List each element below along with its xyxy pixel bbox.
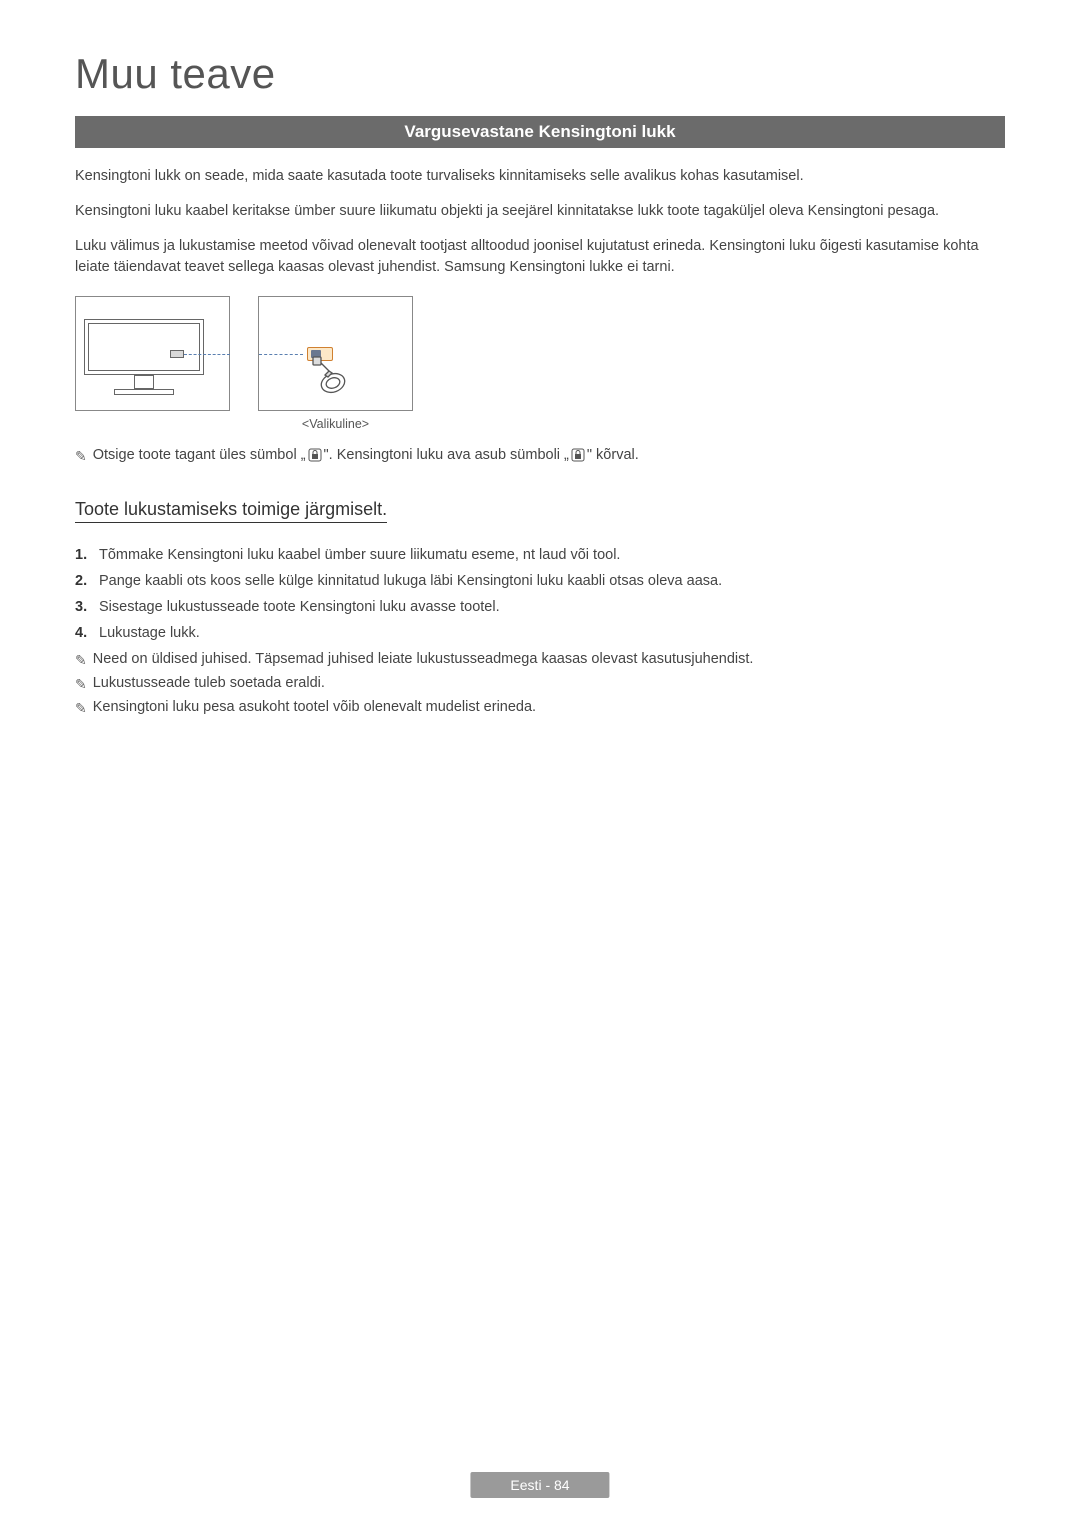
page-footer: Eesti - 84 — [470, 1472, 609, 1498]
note-line: ✎ Lukustusseade tuleb soetada eraldi. — [75, 675, 1005, 693]
figure-box — [75, 296, 230, 411]
sub-heading-wrap: Toote lukustamiseks toimige järgmiselt. — [75, 471, 1005, 537]
note-text: Lukustusseade tuleb soetada eraldi. — [93, 675, 325, 691]
note-text-part: ". Kensingtoni luku ava asub sümboli „ — [324, 447, 569, 463]
note-icon: ✎ — [75, 448, 87, 465]
step-item: Sisestage lukustusseade toote Kensington… — [75, 599, 1005, 615]
steps-list: Tõmmake Kensingtoni luku kaabel ümber su… — [75, 547, 1005, 641]
note-line: ✎ Need on üldised juhised. Täpsemad juhi… — [75, 651, 1005, 669]
lock-key-icon — [299, 355, 359, 405]
note-line: ✎ Otsige toote tagant üles sümbol „ ". Ke… — [75, 447, 1005, 465]
paragraph: Kensingtoni lukk on seade, mida saate ka… — [75, 166, 1005, 187]
note-icon: ✎ — [75, 700, 87, 717]
note-text: Otsige toote tagant üles sümbol „ ". Kens… — [93, 447, 639, 463]
page-title: Muu teave — [75, 50, 1005, 98]
figure-box — [258, 296, 413, 411]
note-line: ✎ Kensingtoni luku pesa asukoht tootel v… — [75, 699, 1005, 717]
note-text: Need on üldised juhised. Täpsemad juhise… — [93, 651, 754, 667]
note-text: Kensingtoni luku pesa asukoht tootel või… — [93, 699, 536, 715]
figure-row: <Valikuline> — [75, 296, 1005, 431]
figure-lock-closeup: <Valikuline> — [258, 296, 413, 431]
document-page: Muu teave Vargusevastane Kensingtoni luk… — [0, 0, 1080, 717]
step-item: Pange kaabli ots koos selle külge kinnit… — [75, 573, 1005, 589]
kensington-lock-icon — [571, 448, 585, 462]
paragraph: Kensingtoni luku kaabel keritakse ümber … — [75, 201, 1005, 222]
note-text-part: Otsige toote tagant üles sümbol „ — [93, 447, 306, 463]
paragraph: Luku välimus ja lukustamise meetod võiva… — [75, 236, 1005, 278]
step-item: Lukustage lukk. — [75, 625, 1005, 641]
figure-tv-back — [75, 296, 230, 411]
note-icon: ✎ — [75, 652, 87, 669]
note-text-part: " kõrval. — [587, 447, 639, 463]
kensington-lock-icon — [308, 448, 322, 462]
section-heading-bar: Vargusevastane Kensingtoni lukk — [75, 116, 1005, 148]
figure-caption: <Valikuline> — [258, 417, 413, 431]
sub-heading: Toote lukustamiseks toimige järgmiselt. — [75, 499, 387, 523]
step-item: Tõmmake Kensingtoni luku kaabel ümber su… — [75, 547, 1005, 563]
note-icon: ✎ — [75, 676, 87, 693]
